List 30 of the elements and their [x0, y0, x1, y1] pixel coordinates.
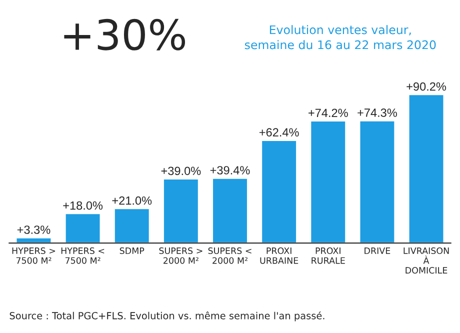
- x-tick-label: HYPERS < 7500 M²: [61, 247, 104, 264]
- x-tick-label: DRIVE: [364, 248, 390, 254]
- data-label: +90.2%: [406, 82, 446, 91]
- data-label: +39.4%: [210, 166, 250, 174]
- source-note: Source : Total PGC+FLS. Evolution vs. même semaine l'an passé.: [10, 311, 324, 322]
- bar: [212, 177, 248, 244]
- bar: [162, 178, 200, 244]
- bar: [358, 120, 396, 244]
- bar: [64, 212, 102, 244]
- bar: [260, 140, 298, 244]
- x-tick-label: PROXI RURALE: [312, 247, 345, 264]
- data-label: +74.2%: [308, 108, 348, 118]
- x-tick-label: SUPERS < 2000 M²: [208, 247, 252, 264]
- x-tick-label: PROXI URBAINE: [260, 247, 298, 264]
- data-label: +21.0%: [112, 196, 152, 205]
- data-label: +3.3%: [17, 226, 50, 234]
- bar: [408, 94, 445, 244]
- bar: [310, 120, 346, 244]
- chart-subtitle: Evolution ventes valeur, semaine du 16 au 22 mars 2020: [244, 25, 436, 50]
- bar: [15, 236, 52, 244]
- data-label: +62.4%: [259, 128, 299, 137]
- x-tick-label: SDMP: [120, 247, 144, 254]
- x-tick-label: HYPERS > 7500 M²: [12, 247, 56, 264]
- chart-title: +30%: [64, 18, 186, 50]
- x-tick-label: LIVRAISON À DOMICILE: [404, 247, 449, 274]
- bar: [114, 208, 150, 244]
- data-label: +39.0%: [161, 166, 201, 176]
- data-label: +18.0%: [63, 201, 103, 210]
- x-tick-label: SUPERS > 2000 M²: [159, 247, 202, 264]
- data-label: +74.3%: [358, 108, 397, 117]
